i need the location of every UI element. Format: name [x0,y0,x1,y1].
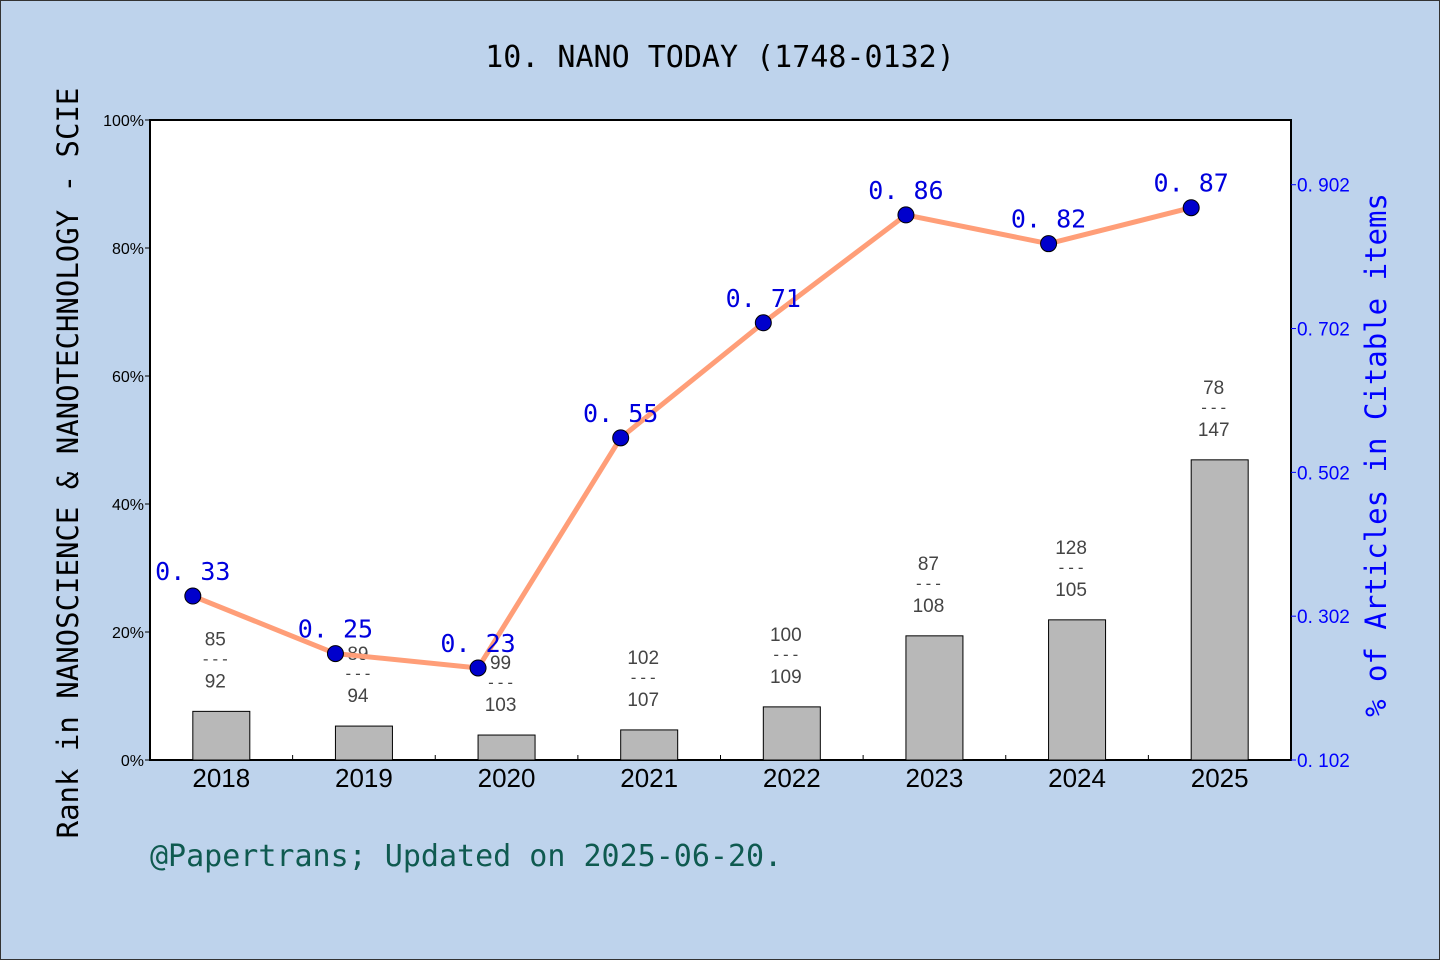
line-value-label: 0. 86 [868,176,943,205]
line-value-label: 0. 55 [583,399,658,428]
line-value-label: 0. 33 [155,557,230,586]
x-tick-label: 2023 [906,763,964,793]
bar-rank-label: 102 [627,648,659,669]
left-tick-label: 20% [112,625,144,642]
bar-separator: --- [771,645,800,664]
line-value-label: 0. 23 [440,629,515,658]
bar-total-label: 103 [485,695,517,716]
left-axis-label: Rank in NANOSCIENCE & NANOTECHNOLOGY - S… [51,88,85,839]
bar-rank-label: 128 [1055,538,1087,559]
bar-2020 [477,734,536,761]
line-point-2023 [897,206,915,224]
line-value-label: 0. 71 [726,284,801,313]
left-tick-label: 60% [112,369,144,386]
bar-total-label: 147 [1198,420,1230,441]
bar-separator: --- [486,673,515,692]
right-tick-label: 0. 702 [1297,320,1350,341]
bar-separator: --- [629,668,658,687]
chart-title: 10. NANO TODAY (1748-0132) [485,40,955,75]
line-point-2024 [1040,235,1058,253]
left-tick-label: 80% [112,241,144,258]
line-point-2022 [754,314,772,332]
line-point-2019 [326,645,344,663]
bar-total-label: 105 [1055,580,1087,601]
right-tick-label: 0. 302 [1297,607,1350,628]
line-series [191,205,1192,671]
bar-total-label: 108 [913,596,945,617]
right-tick-label: 0. 902 [1297,176,1350,197]
left-tick-label: 100% [103,113,144,130]
bar-rank-label: 78 [1203,378,1224,399]
line-value-label: 0. 87 [1154,169,1229,198]
bar-separator: --- [1199,398,1228,417]
bar-total-label: 107 [627,690,659,711]
bar-2025 [1190,459,1249,761]
bar-separator: --- [914,574,943,593]
bar-total-label: 94 [347,686,369,707]
x-tick-label: 2024 [1048,763,1106,793]
left-tick-label: 0% [121,753,144,770]
bar-total-label: 92 [205,671,226,692]
bar-separator: --- [343,664,372,683]
plot-area [149,119,1292,761]
bar-2023 [905,635,964,761]
line-value-label: 0. 25 [298,615,373,644]
line-point-2020 [469,659,487,677]
line-point-2025 [1182,199,1200,217]
left-tick-label: 40% [112,497,144,514]
line-point-2018 [184,587,202,605]
bar-total-label: 109 [770,667,802,688]
bar-rank-label: 100 [770,625,802,646]
right-tick-label: 0. 102 [1297,751,1350,772]
x-tick-label: 2022 [763,763,821,793]
bar-2019 [334,725,393,761]
x-tick-label: 2025 [1191,763,1249,793]
bar-rank-label: 85 [205,629,226,650]
bar-2018 [192,710,251,761]
x-tick-label: 2020 [478,763,536,793]
bar-2021 [620,729,679,761]
right-tick-label: 0. 502 [1297,463,1350,484]
bar-2024 [1048,619,1107,761]
footer-credit: @Papertrans; Updated on 2025-06-20. [150,839,782,874]
right-axis-label: % of Articles in Citable items [1359,193,1393,717]
bar-2022 [762,706,821,761]
bar-separator: --- [201,649,230,668]
line-point-2021 [612,429,630,447]
x-tick-label: 2018 [192,763,250,793]
line-value-label: 0. 82 [1011,205,1086,234]
bar-separator: --- [1057,558,1086,577]
bar-rank-label: 99 [490,653,511,674]
x-tick-label: 2021 [620,763,678,793]
x-tick-label: 2019 [335,763,393,793]
bar-rank-label: 87 [918,554,939,575]
